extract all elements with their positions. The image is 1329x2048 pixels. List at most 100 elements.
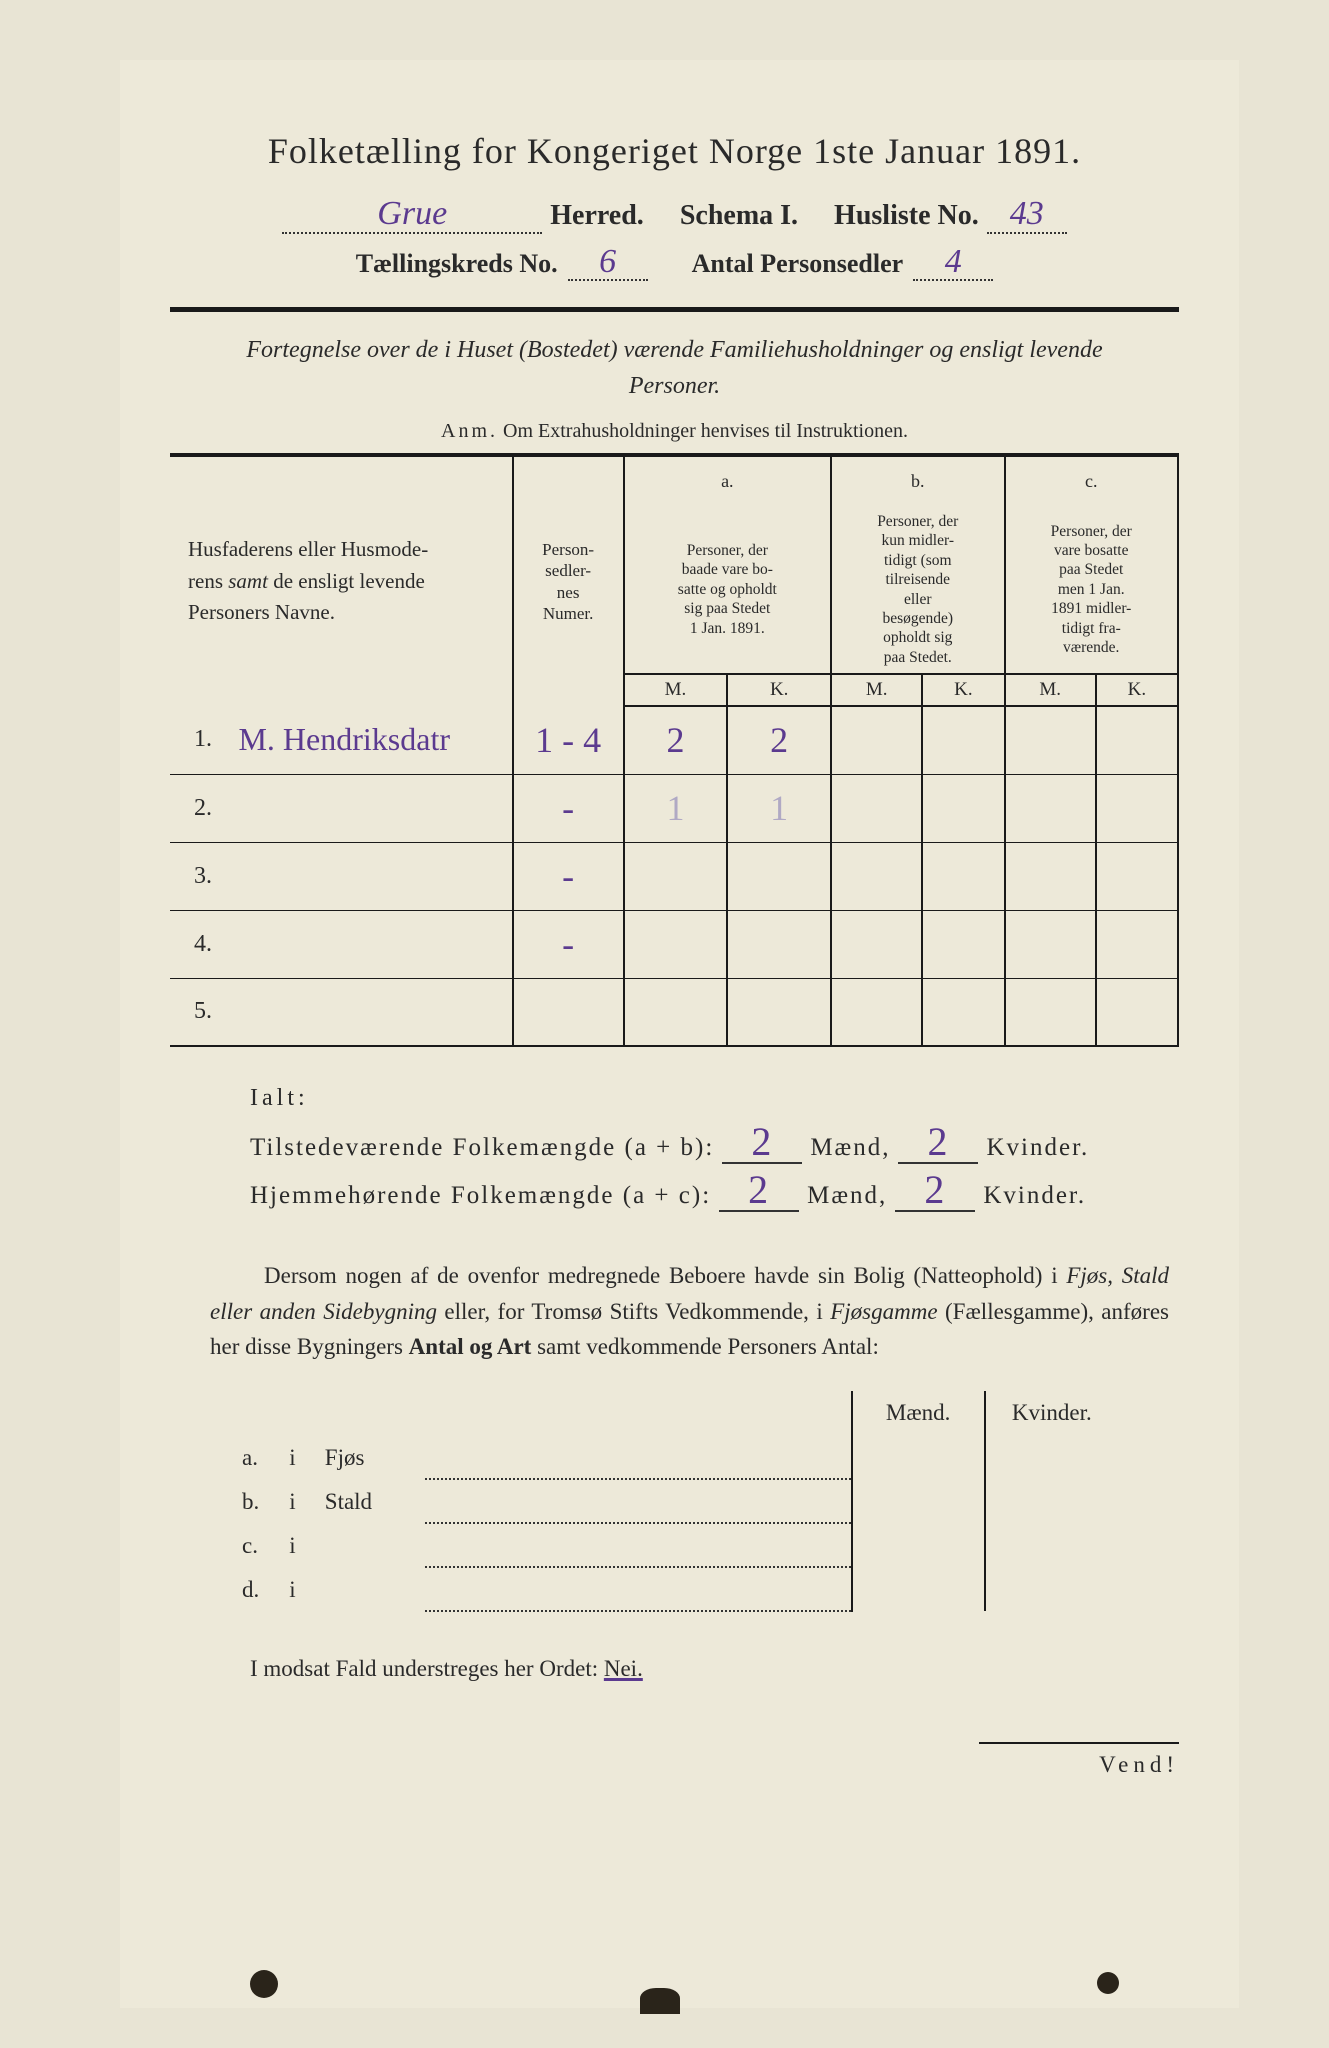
- row-a-k: [727, 978, 831, 1046]
- antal-field: 4: [913, 248, 993, 281]
- col-c-text: Personer, dervare bosattepaa Stedetmen 1…: [1005, 506, 1179, 674]
- table-row: 5.: [170, 978, 1178, 1046]
- side-kvinder: Kvinder.: [985, 1391, 1118, 1435]
- row-a-m: [624, 910, 728, 978]
- totals-block: Ialt: Tilstedeværende Folkemængde (a + b…: [250, 1085, 1179, 1212]
- side-row-i: i: [283, 1523, 319, 1567]
- total-ac: Hjemmehørende Folkemængde (a + c): 2 Mæn…: [250, 1178, 1179, 1212]
- husliste-field: 43: [987, 200, 1067, 234]
- side-row-i: i: [283, 1435, 319, 1479]
- row-b-k: [922, 774, 1004, 842]
- side-row: b.iStald: [230, 1479, 1118, 1523]
- row-name: [230, 774, 512, 842]
- herred-label: Herred.: [550, 200, 644, 232]
- row-c-k: [1096, 978, 1178, 1046]
- side-row-m: [852, 1567, 985, 1611]
- col-b-label: b.: [831, 455, 1004, 506]
- row-num: [513, 978, 624, 1046]
- col-name-header: Husfaderens eller Husmode-rens samt de e…: [170, 455, 513, 706]
- row-c-m: [1005, 706, 1096, 774]
- side-row-m: [852, 1479, 985, 1523]
- antal-value: 4: [945, 243, 962, 280]
- row-c-k: [1096, 774, 1178, 842]
- kvinder-label: Kvinder.: [986, 1134, 1089, 1162]
- b-k: K.: [922, 674, 1004, 706]
- row-number: 5.: [170, 978, 230, 1046]
- row-c-m: [1005, 774, 1096, 842]
- census-form-page: Folketælling for Kongeriget Norge 1ste J…: [120, 60, 1239, 2008]
- row-b-k: [922, 706, 1004, 774]
- row-number: 1.: [170, 706, 230, 774]
- col-a-label: a.: [624, 455, 831, 506]
- row-a-k: [727, 910, 831, 978]
- a-k: K.: [727, 674, 831, 706]
- row-a-m: [624, 978, 728, 1046]
- ac-k-field: 2: [895, 1178, 975, 1212]
- col-c-label: c.: [1005, 455, 1179, 506]
- herred-value: Grue: [377, 195, 447, 232]
- row-c-m: [1005, 842, 1096, 910]
- side-row-i: i: [283, 1567, 319, 1611]
- kreds-field: 6: [568, 248, 648, 281]
- nei-line: I modsat Fald understreges her Ordet: Ne…: [250, 1656, 1179, 1682]
- side-row-m: [852, 1523, 985, 1567]
- col-num-header: Person-sedler-nesNumer.: [513, 455, 624, 706]
- side-row: c.i: [230, 1523, 1118, 1567]
- col-b-text: Personer, derkun midler-tidigt (somtilre…: [831, 506, 1004, 674]
- anm-label: Anm.: [441, 420, 498, 442]
- row-b-m: [831, 774, 922, 842]
- side-building-paragraph: Dersom nogen af de ovenfor medregnede Be…: [210, 1258, 1169, 1365]
- row-b-k: [922, 910, 1004, 978]
- row-name: [230, 910, 512, 978]
- row-c-m: [1005, 978, 1096, 1046]
- side-row-letter: c.: [230, 1523, 283, 1567]
- row-num: -: [513, 842, 624, 910]
- side-row-dots: [425, 1479, 851, 1523]
- maend-label-2: Mænd,: [807, 1182, 887, 1210]
- ab-k-field: 2: [898, 1130, 978, 1164]
- side-row-k: [985, 1523, 1118, 1567]
- side-row-m: [852, 1435, 985, 1479]
- row-name: [230, 978, 512, 1046]
- a-m: M.: [624, 674, 728, 706]
- side-row-type: [319, 1523, 426, 1567]
- table-row: 4.-: [170, 910, 1178, 978]
- husliste-value: 43: [1010, 195, 1044, 232]
- subtitle: Fortegnelse over de i Huset (Bostedet) v…: [200, 332, 1149, 404]
- row-a-m: 2: [624, 706, 728, 774]
- side-row-dots: [425, 1435, 851, 1479]
- c-k: K.: [1096, 674, 1178, 706]
- row-c-k: [1096, 842, 1178, 910]
- side-row-letter: a.: [230, 1435, 283, 1479]
- side-row-letter: d.: [230, 1567, 283, 1611]
- nei-word: Nei.: [604, 1656, 643, 1681]
- side-row: a.iFjøs: [230, 1435, 1118, 1479]
- row-a-k: 1: [727, 774, 831, 842]
- side-row-i: i: [283, 1479, 319, 1523]
- row-number: 2.: [170, 774, 230, 842]
- table-row: 2.-11: [170, 774, 1178, 842]
- b-m: M.: [831, 674, 922, 706]
- side-maend: Mænd.: [852, 1391, 985, 1435]
- row-b-m: [831, 910, 922, 978]
- side-row-type: Fjøs: [319, 1435, 426, 1479]
- row-c-k: [1096, 706, 1178, 774]
- side-row-letter: b.: [230, 1479, 283, 1523]
- anm-text: Om Extrahusholdninger henvises til Instr…: [503, 420, 908, 442]
- header-line-2: Tællingskreds No. 6 Antal Personsedler 4: [170, 248, 1179, 281]
- row-num: -: [513, 774, 624, 842]
- husliste-label: Husliste No.: [834, 200, 979, 232]
- side-row-k: [985, 1435, 1118, 1479]
- maend-label: Mænd,: [810, 1134, 890, 1162]
- side-row-k: [985, 1479, 1118, 1523]
- side-building-table: Mænd. Kvinder. a.iFjøsb.iStaldc.id.i: [230, 1391, 1118, 1612]
- kreds-value: 6: [599, 243, 616, 280]
- ialt-label: Ialt:: [250, 1085, 1179, 1112]
- page-damage: [1097, 1972, 1119, 1994]
- row-a-m: [624, 842, 728, 910]
- ac-m-field: 2: [719, 1178, 799, 1212]
- header-line-1: Grue Herred. Schema I. Husliste No. 43: [170, 200, 1179, 234]
- row-b-k: [922, 978, 1004, 1046]
- table-row: 3.-: [170, 842, 1178, 910]
- col-a-text: Personer, derbaade vare bo-satte og opho…: [624, 506, 831, 674]
